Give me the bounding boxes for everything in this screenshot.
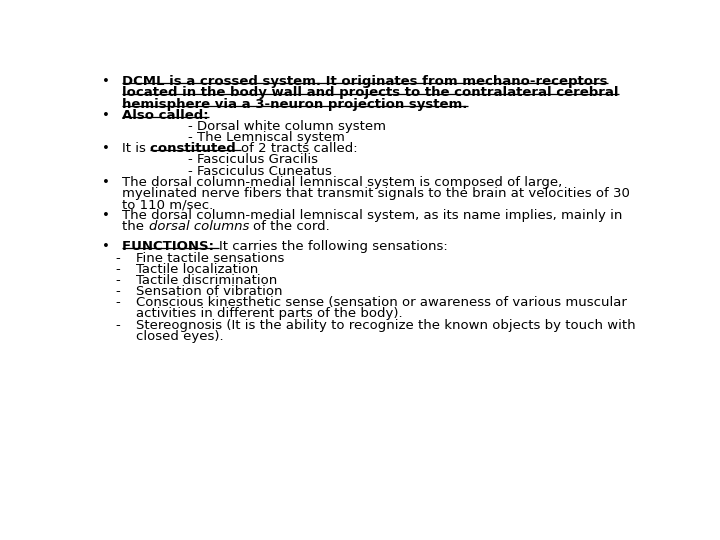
Text: closed eyes).: closed eyes). <box>136 330 223 343</box>
Text: Stereognosis (It is the ability to recognize the known objects by touch with: Stereognosis (It is the ability to recog… <box>136 319 635 332</box>
Text: activities in different parts of the body).: activities in different parts of the bod… <box>136 307 402 320</box>
Text: myelinated nerve fibers that transmit signals to the brain at velocities of 30: myelinated nerve fibers that transmit si… <box>122 187 630 200</box>
Text: •: • <box>102 109 110 122</box>
Text: It carries the following sensations:: It carries the following sensations: <box>219 240 448 253</box>
Text: •: • <box>102 240 110 253</box>
Text: •: • <box>102 75 110 88</box>
Text: The dorsal column-medial lemniscal system, as its name implies, mainly in: The dorsal column-medial lemniscal syste… <box>122 209 623 222</box>
Text: -: - <box>115 296 120 309</box>
Text: -: - <box>115 319 120 332</box>
Text: - Fasciculus Cuneatus: - Fasciculus Cuneatus <box>188 165 331 178</box>
Text: - Fasciculus Gracilis: - Fasciculus Gracilis <box>188 153 318 166</box>
Text: •: • <box>102 176 110 188</box>
Text: the: the <box>122 220 148 233</box>
Text: of 2 tracts called:: of 2 tracts called: <box>241 142 358 155</box>
Text: Tactile localization: Tactile localization <box>136 263 258 276</box>
Text: dorsal columns: dorsal columns <box>148 220 253 233</box>
Text: The dorsal column-medial lemniscal system is composed of large,: The dorsal column-medial lemniscal syste… <box>122 176 562 188</box>
Text: DCML is a crossed system. It originates from mechano-receptors: DCML is a crossed system. It originates … <box>122 75 608 88</box>
Text: - The Lemniscal system: - The Lemniscal system <box>188 131 345 144</box>
Text: Conscious kinesthetic sense (sensation or awareness of various muscular: Conscious kinesthetic sense (sensation o… <box>136 296 626 309</box>
Text: -: - <box>115 252 120 265</box>
Text: Tactile discrimination: Tactile discrimination <box>136 274 277 287</box>
Text: of the cord.: of the cord. <box>253 220 330 233</box>
Text: Fine tactile sensations: Fine tactile sensations <box>136 252 284 265</box>
Text: located in the body wall and projects to the contralateral cerebral: located in the body wall and projects to… <box>122 86 619 99</box>
Text: -: - <box>115 285 120 298</box>
Text: Also called:: Also called: <box>122 109 209 122</box>
Text: •: • <box>102 209 110 222</box>
Text: It is: It is <box>122 142 150 155</box>
Text: -: - <box>115 263 120 276</box>
Text: -: - <box>115 274 120 287</box>
Text: •: • <box>102 142 110 155</box>
Text: Sensation of vibration: Sensation of vibration <box>136 285 282 298</box>
Text: - Dorsal white column system: - Dorsal white column system <box>188 120 386 133</box>
Text: FUNCTIONS:: FUNCTIONS: <box>122 240 219 253</box>
Text: to 110 m/sec.: to 110 m/sec. <box>122 198 214 211</box>
Text: hemisphere via a 3-neuron projection system.: hemisphere via a 3-neuron projection sys… <box>122 98 468 111</box>
Text: constituted: constituted <box>150 142 241 155</box>
